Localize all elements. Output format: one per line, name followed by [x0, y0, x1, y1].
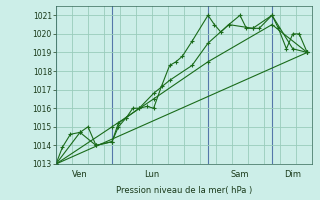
Text: Lun: Lun — [144, 170, 160, 179]
Text: Dim: Dim — [284, 170, 301, 179]
Text: Ven: Ven — [72, 170, 88, 179]
Text: Pression niveau de la mer( hPa ): Pression niveau de la mer( hPa ) — [116, 186, 252, 195]
Text: Sam: Sam — [231, 170, 249, 179]
